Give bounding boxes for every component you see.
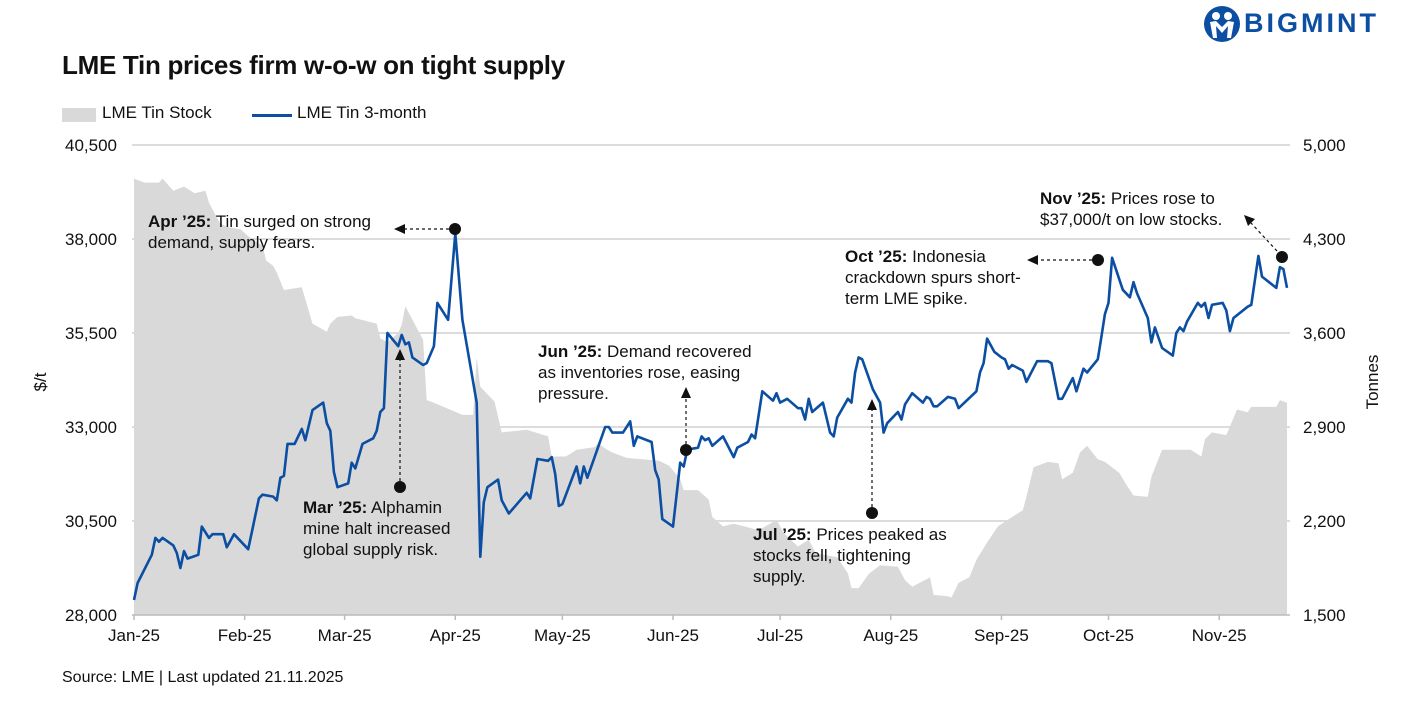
y-tick-label-left: 40,500: [65, 136, 117, 155]
logo-text: BIGMINT: [1244, 8, 1379, 38]
annotation-oct-line: crackdown spurs short-: [845, 268, 1021, 287]
annotation-jun-line: as inventories rose, easing: [538, 363, 741, 382]
y-tick-label-left: 38,000: [65, 230, 117, 249]
annotation-jul-line: supply.: [753, 567, 806, 586]
annotation-mar-line: mine halt increased: [303, 519, 451, 538]
annotation-apr: Apr ’25: Tin surged on strong demand, su…: [148, 211, 371, 253]
y-tick-label-right: 2,200: [1303, 512, 1346, 531]
annotation-mar-head: Mar ’25:: [303, 498, 368, 517]
nov-leader-line: [1250, 222, 1278, 252]
y-axis-label-left: $/t: [31, 372, 50, 391]
x-tick-label: Feb-25: [218, 626, 272, 645]
apr-marker-dot: [449, 223, 461, 235]
annotation-mar-line: global supply risk.: [303, 540, 439, 559]
nov-arrow-icon: [1244, 215, 1255, 226]
legend-label-price: LME Tin 3-month: [297, 103, 427, 122]
x-tick-label: Nov-25: [1192, 626, 1247, 645]
annotation-jun-line: pressure.: [538, 384, 609, 403]
annotation-jul: Jul ’25: Prices peaked as stocks fell, t…: [753, 524, 947, 587]
annotation-mar: Mar ’25: Alphamin mine halt increased gl…: [303, 497, 450, 560]
axes: 28,000 1,500 30,500 2,200 33,000 2,900 35,500 3…: [65, 136, 1346, 645]
y-tick-label-right: 1,500: [1303, 606, 1346, 625]
source-note: Source: LME | Last updated 21.11.2025: [62, 669, 344, 686]
y-tick-label-right: 3,600: [1303, 324, 1346, 343]
x-tick-label: May-25: [534, 626, 591, 645]
oct-marker-dot: [1092, 254, 1104, 266]
legend-swatch-stock: [62, 108, 96, 122]
x-tick-label: Jan-25: [108, 626, 160, 645]
annotation-oct-head: Oct ’25:: [845, 247, 908, 266]
oct-arrow-icon: [1027, 255, 1038, 265]
mar-arrow-icon: [395, 349, 405, 360]
price-line-series: [132, 232, 1289, 601]
annotation-oct: Oct ’25: Indonesia crackdown spurs short…: [845, 246, 1021, 309]
annotation-jul-line: Prices peaked as: [811, 525, 947, 544]
annotation-nov-line: Prices rose to: [1106, 189, 1215, 208]
x-tick-label: Jul-25: [757, 626, 803, 645]
x-tick-label: Mar-25: [318, 626, 372, 645]
y-tick-label-right: 4,300: [1303, 230, 1346, 249]
x-tick-label: Sep-25: [974, 626, 1029, 645]
x-tick-label: Oct-25: [1083, 626, 1134, 645]
annotation-jun-line: Demand recovered: [602, 342, 752, 361]
annotation-mar-line: Alphamin: [367, 498, 442, 517]
nov-marker-dot: [1276, 251, 1288, 263]
annotation-nov: Nov ’25: Prices rose to $37,000/t on low…: [1040, 188, 1222, 230]
annotation-apr-head: Apr ’25:: [148, 212, 212, 231]
y-tick-label-left: 30,500: [65, 512, 117, 531]
y-tick-label-right: 2,900: [1303, 418, 1346, 437]
bigmint-logo-icon: [1204, 6, 1240, 42]
y-axis-label-right: Tonnes: [1363, 355, 1382, 410]
jul-arrow-icon: [867, 399, 877, 410]
annotation-nov-head: Nov ’25:: [1040, 189, 1107, 208]
stock-area-series: [134, 178, 1287, 615]
annotation-apr-line: Tin surged on strong: [211, 212, 372, 231]
annotation-oct-line: term LME spike.: [845, 289, 968, 308]
annotation-nov-line: $37,000/t on low stocks.: [1040, 210, 1223, 229]
chart-title: LME Tin prices firm w-o-w on tight suppl…: [62, 50, 565, 80]
annotation-markers: [399, 222, 1278, 507]
jul-marker-dot: [866, 507, 878, 519]
x-tick-label: Apr-25: [430, 626, 481, 645]
x-tick-label: Jun-25: [647, 626, 699, 645]
y-tick-label-right: 5,000: [1303, 136, 1346, 155]
annotation-jul-head: Jul ’25:: [753, 525, 812, 544]
y-tick-label-left: 28,000: [65, 606, 117, 625]
mar-marker-dot: [394, 481, 406, 493]
x-tick-label: Aug-25: [863, 626, 918, 645]
legend-swatch-price: [252, 114, 292, 117]
jun-marker-dot: [680, 444, 692, 456]
legend-label-stock: LME Tin Stock: [102, 103, 212, 122]
apr-arrow-icon: [394, 224, 405, 234]
y-tick-label-left: 33,000: [65, 418, 117, 437]
annotation-jun: Jun ’25: Demand recovered as inventories…: [538, 341, 752, 404]
annotation-oct-line: Indonesia: [907, 247, 986, 266]
annotation-apr-line: demand, supply fears.: [148, 233, 316, 252]
y-tick-label-left: 35,500: [65, 324, 117, 343]
jun-arrow-icon: [681, 387, 691, 398]
annotation-jul-line: stocks fell, tightening: [753, 546, 911, 565]
annotation-jun-head: Jun ’25:: [538, 342, 603, 361]
